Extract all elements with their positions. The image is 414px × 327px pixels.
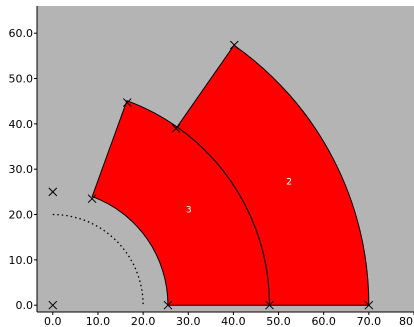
marker-x[interactable]	[364, 300, 374, 310]
marker-x[interactable]	[171, 124, 181, 133]
x-tick-label: 50.0	[266, 315, 291, 327]
x-tick-label: 30.0	[176, 315, 201, 327]
axes-layer	[36, 6, 414, 313]
marker-x[interactable]	[87, 194, 97, 204]
marker-x[interactable]	[122, 98, 132, 107]
region-label-3: 3	[186, 206, 192, 216]
regions-layer: 32	[91, 44, 370, 306]
region-label-2: 2	[286, 178, 292, 188]
markers-layer	[48, 40, 374, 310]
marker-x[interactable]	[265, 300, 274, 310]
y-ticks: 0.0 10.0 20.0 30.0 40.0 50.0 60.0	[9, 27, 37, 312]
x-tick-label: 10.0	[86, 315, 111, 327]
y-tick-label: 0.0	[16, 299, 34, 312]
x-tick-label: 0.0	[44, 315, 62, 327]
x-ticks: 0.0 10.0 20.0 30.0 40.0 50.0 60.0 70.0 80	[44, 312, 414, 327]
y-tick-label: 20.0	[9, 209, 34, 222]
y-tick-label: 10.0	[9, 254, 34, 267]
marker-x[interactable]	[48, 187, 58, 197]
x-tick-label: 40.0	[221, 315, 246, 327]
x-tick-label: 70.0	[357, 315, 382, 327]
x-tick-label: 60.0	[311, 315, 336, 327]
y-tick-label: 40.0	[9, 118, 34, 131]
marker-x[interactable]	[48, 300, 58, 310]
y-tick-label: 30.0	[9, 163, 34, 176]
x-tick-label: 20.0	[131, 315, 156, 327]
region-2[interactable]	[176, 44, 370, 306]
reference-circle	[52, 213, 144, 306]
marker-x[interactable]	[163, 300, 173, 310]
marker-x[interactable]	[229, 40, 239, 50]
y-tick-label: 50.0	[9, 73, 34, 86]
y-tick-label: 60.0	[9, 27, 34, 40]
x-tick-label: 80	[399, 315, 413, 327]
